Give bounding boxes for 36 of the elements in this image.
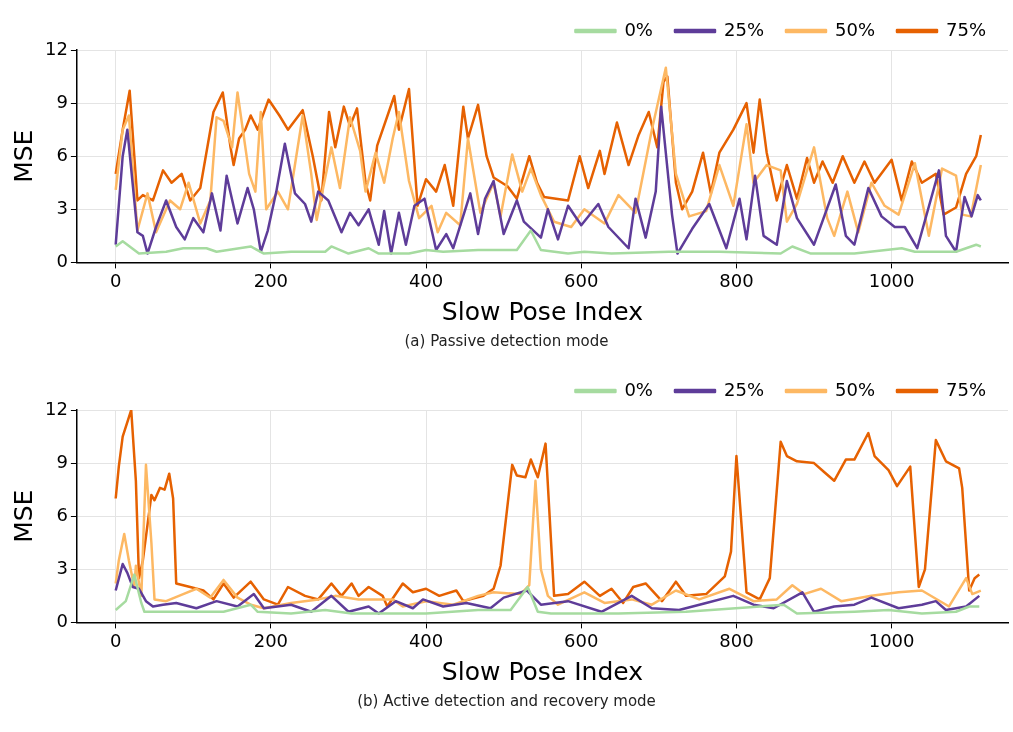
y-tick-label: 0 xyxy=(56,610,68,632)
legend-label: 75% xyxy=(945,378,987,400)
x-tick-label: 1000 xyxy=(868,629,915,651)
y-tick-label: 9 xyxy=(56,90,68,112)
legend-label: 0% xyxy=(624,18,653,40)
y-tick-label: 12 xyxy=(45,397,68,419)
x-tick-label: 200 xyxy=(253,629,289,651)
x-tick-label: 0 xyxy=(109,629,122,651)
x-tick-label: 0 xyxy=(109,269,122,291)
y-axis-title: MSE xyxy=(8,129,38,183)
y-tick-label: 6 xyxy=(56,143,68,165)
x-tick-label: 400 xyxy=(408,269,444,291)
y-tick-label: 3 xyxy=(56,556,68,578)
legend-label: 25% xyxy=(723,378,764,400)
legend-label: 25% xyxy=(723,18,764,40)
legend-label: 50% xyxy=(834,378,875,400)
legend-label: 50% xyxy=(834,18,875,40)
x-axis-title: Slow Pose Index xyxy=(441,296,644,326)
text: (b) Active detection and recovery mode xyxy=(356,691,657,712)
y-tick-label: 9 xyxy=(56,450,68,472)
x-tick-label: 1000 xyxy=(868,269,915,291)
legend-label: 0% xyxy=(624,378,653,400)
x-tick-label: 400 xyxy=(408,629,444,651)
y-axis-title: MSE xyxy=(8,489,38,543)
x-axis-title: Slow Pose Index xyxy=(441,656,644,686)
text: (a) Passive detection mode xyxy=(403,331,610,352)
x-tick-label: 800 xyxy=(719,629,754,651)
x-tick-label: 200 xyxy=(253,269,289,291)
y-tick-label: 0 xyxy=(56,250,68,272)
x-tick-label: 600 xyxy=(564,269,599,291)
x-tick-label: 800 xyxy=(719,269,754,291)
legend-label: 75% xyxy=(945,18,987,40)
y-tick-label: 3 xyxy=(56,196,68,218)
y-tick-label: 12 xyxy=(45,37,68,59)
y-tick-label: 6 xyxy=(56,503,68,525)
x-tick-label: 600 xyxy=(564,629,599,651)
